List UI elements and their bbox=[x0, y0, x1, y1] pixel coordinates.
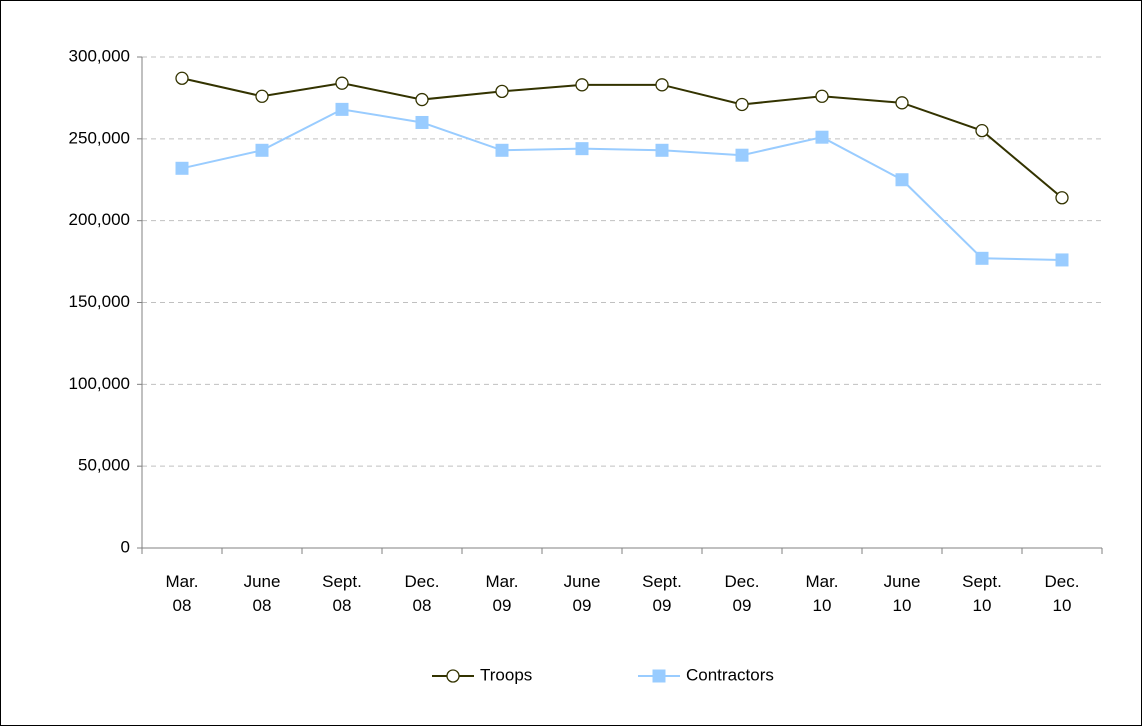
data-point bbox=[495, 143, 509, 157]
data-point bbox=[335, 102, 349, 116]
data-point bbox=[575, 142, 589, 156]
x-tick-label: Dec. 08 bbox=[404, 572, 440, 615]
data-point bbox=[655, 143, 669, 157]
data-point bbox=[255, 143, 269, 157]
data-point bbox=[495, 84, 509, 99]
y-tick-label: 250,000 bbox=[69, 128, 130, 147]
data-point bbox=[735, 148, 749, 162]
x-tick-label: June 09 bbox=[563, 572, 601, 615]
data-point bbox=[975, 123, 989, 138]
data-point bbox=[815, 89, 829, 103]
series-line bbox=[181, 108, 1063, 261]
x-tick-label: Dec. 09 bbox=[724, 572, 760, 615]
data-point bbox=[575, 78, 589, 92]
data-point bbox=[335, 76, 349, 90]
x-tick-label: June 08 bbox=[243, 572, 281, 615]
x-tick-label: June 10 bbox=[883, 572, 921, 615]
legend-marker bbox=[652, 669, 666, 683]
data-point bbox=[815, 130, 829, 144]
series-line bbox=[181, 77, 1063, 199]
x-tick-label: Mar. 10 bbox=[805, 572, 839, 615]
x-tick-label: Sept. 08 bbox=[322, 572, 362, 615]
y-tick-label: 300,000 bbox=[69, 46, 130, 65]
legend-label: Contractors bbox=[686, 665, 774, 684]
x-tick-label: Mar. 08 bbox=[165, 572, 199, 615]
y-tick-label: 150,000 bbox=[69, 292, 130, 311]
data-point bbox=[415, 92, 429, 107]
y-tick-label: 200,000 bbox=[69, 210, 130, 229]
x-tick-label: Sept. 10 bbox=[962, 572, 1002, 615]
y-tick-label: 50,000 bbox=[78, 456, 130, 475]
data-point bbox=[415, 115, 429, 129]
data-point bbox=[175, 161, 189, 175]
x-tick-label: Sept. 09 bbox=[642, 572, 682, 615]
legend-label: Troops bbox=[480, 665, 532, 684]
x-tick-label: Dec. 10 bbox=[1044, 572, 1080, 615]
data-point bbox=[655, 78, 669, 92]
data-point bbox=[1055, 191, 1069, 205]
data-point bbox=[895, 96, 909, 110]
data-point bbox=[175, 71, 189, 85]
legend-marker bbox=[446, 669, 460, 683]
data-point bbox=[975, 251, 989, 265]
data-point bbox=[255, 89, 269, 103]
y-tick-label: 0 bbox=[121, 537, 130, 556]
data-point bbox=[895, 173, 909, 187]
data-point bbox=[735, 97, 749, 112]
y-tick-label: 100,000 bbox=[69, 374, 130, 393]
data-point bbox=[1055, 253, 1069, 267]
x-tick-label: Mar. 09 bbox=[485, 572, 519, 615]
